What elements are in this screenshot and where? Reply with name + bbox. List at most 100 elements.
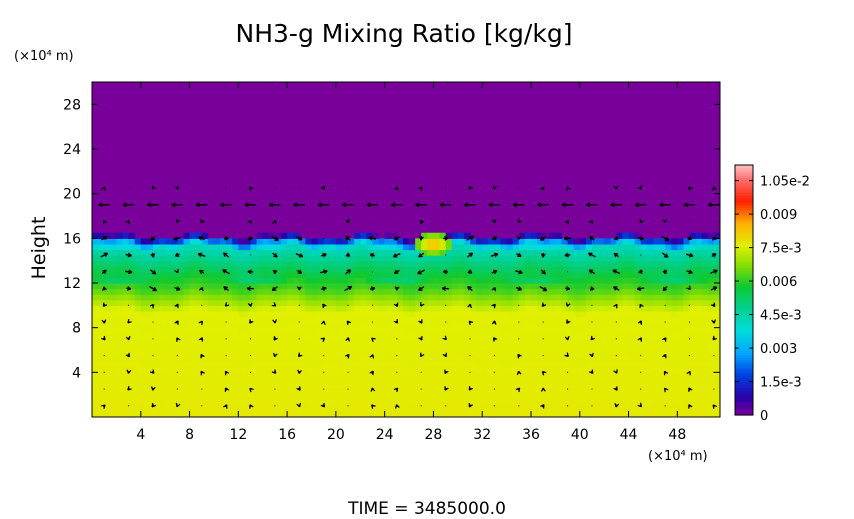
field-cell <box>134 299 142 306</box>
field-cell <box>299 299 306 306</box>
field-cell <box>713 350 720 357</box>
colorbar-segment <box>735 165 753 169</box>
x-tick-label: 8 <box>185 427 194 443</box>
colorbar-segment <box>735 357 753 361</box>
field-cell <box>543 350 550 357</box>
field-cell <box>567 299 575 306</box>
field-cell <box>640 322 648 329</box>
field-cell <box>555 338 563 346</box>
field-cell <box>640 372 648 379</box>
field-cell <box>146 389 154 396</box>
field-cell <box>299 338 306 346</box>
field-cell <box>116 277 124 284</box>
field-cell <box>281 389 288 396</box>
field-cell <box>476 338 483 346</box>
field-cell <box>591 400 599 407</box>
field-cell <box>116 305 124 312</box>
field-cell <box>634 327 642 334</box>
field-cell <box>409 243 416 251</box>
wind-vector <box>689 338 691 340</box>
field-cell <box>348 350 355 357</box>
field-cell <box>329 411 337 417</box>
colorbar-segment <box>735 312 753 316</box>
colorbar-segment <box>735 297 753 301</box>
field-cell <box>244 355 252 362</box>
field-cell <box>140 394 148 401</box>
field-cell <box>476 361 483 368</box>
wind-vector <box>149 285 157 292</box>
wind-vector <box>248 235 253 241</box>
field-cell <box>244 322 252 329</box>
field-cell <box>165 333 172 340</box>
field-cell <box>177 255 185 262</box>
field-cell <box>341 322 349 329</box>
wind-vector <box>445 321 447 323</box>
colorbar-frame <box>734 164 754 416</box>
field-cell <box>256 316 264 323</box>
field-cell <box>348 327 355 334</box>
field-cell <box>689 372 697 379</box>
field-cell <box>226 350 233 357</box>
wind-vector <box>445 187 447 189</box>
field-cell <box>213 366 221 373</box>
field-cell <box>506 243 514 251</box>
field-cell <box>256 355 264 362</box>
field-cell <box>305 260 313 267</box>
field-cell <box>616 299 624 306</box>
field-cell <box>268 389 276 396</box>
field-cell <box>329 310 337 318</box>
field-cell <box>409 394 416 401</box>
field-cell <box>317 350 325 357</box>
field-cell <box>128 232 136 239</box>
field-cell <box>159 389 166 396</box>
field-cell <box>537 372 544 379</box>
field-cell <box>665 305 672 312</box>
field-cell <box>329 389 337 396</box>
field-cell <box>421 361 428 368</box>
wind-vector <box>517 353 522 359</box>
field-cell <box>311 243 319 251</box>
field-cell <box>482 305 489 312</box>
field-cell <box>598 394 605 401</box>
field-cell <box>390 411 398 417</box>
field-cell <box>384 277 392 284</box>
field-cell <box>476 294 483 301</box>
field-cell <box>652 400 660 407</box>
field-cell <box>713 294 720 301</box>
field-cell <box>689 344 697 351</box>
y-tick-label: 16 <box>63 231 81 247</box>
field-cell <box>451 377 459 385</box>
field-cell <box>500 283 508 290</box>
field-cell <box>128 299 136 306</box>
field-cell <box>293 377 300 385</box>
field-cell <box>549 232 556 239</box>
wind-vector <box>347 187 349 189</box>
colorbar-segment <box>735 197 753 201</box>
field-cell <box>524 277 532 284</box>
field-cell <box>634 366 642 373</box>
field-cell <box>402 299 410 306</box>
field-cell <box>659 411 666 417</box>
field-cell <box>567 366 575 373</box>
field-cell <box>518 405 526 413</box>
wind-vector <box>149 369 155 374</box>
field-cell <box>232 249 239 256</box>
field-cell <box>305 243 313 251</box>
field-cell <box>213 344 221 351</box>
field-cell <box>409 411 416 417</box>
field-cell <box>360 405 367 413</box>
field-cell <box>549 283 556 290</box>
field-cell <box>152 322 160 329</box>
field-cell <box>634 266 642 273</box>
field-cell <box>677 299 685 306</box>
field-cell <box>305 238 313 245</box>
field-cell <box>671 411 678 417</box>
field-cell <box>213 249 221 256</box>
field-cell <box>110 344 117 351</box>
field-cell <box>262 277 270 284</box>
field-cell <box>463 316 471 323</box>
field-cell <box>427 333 435 340</box>
field-cell <box>396 333 404 340</box>
field-cell <box>360 266 367 273</box>
colorbar-segment <box>735 225 753 229</box>
